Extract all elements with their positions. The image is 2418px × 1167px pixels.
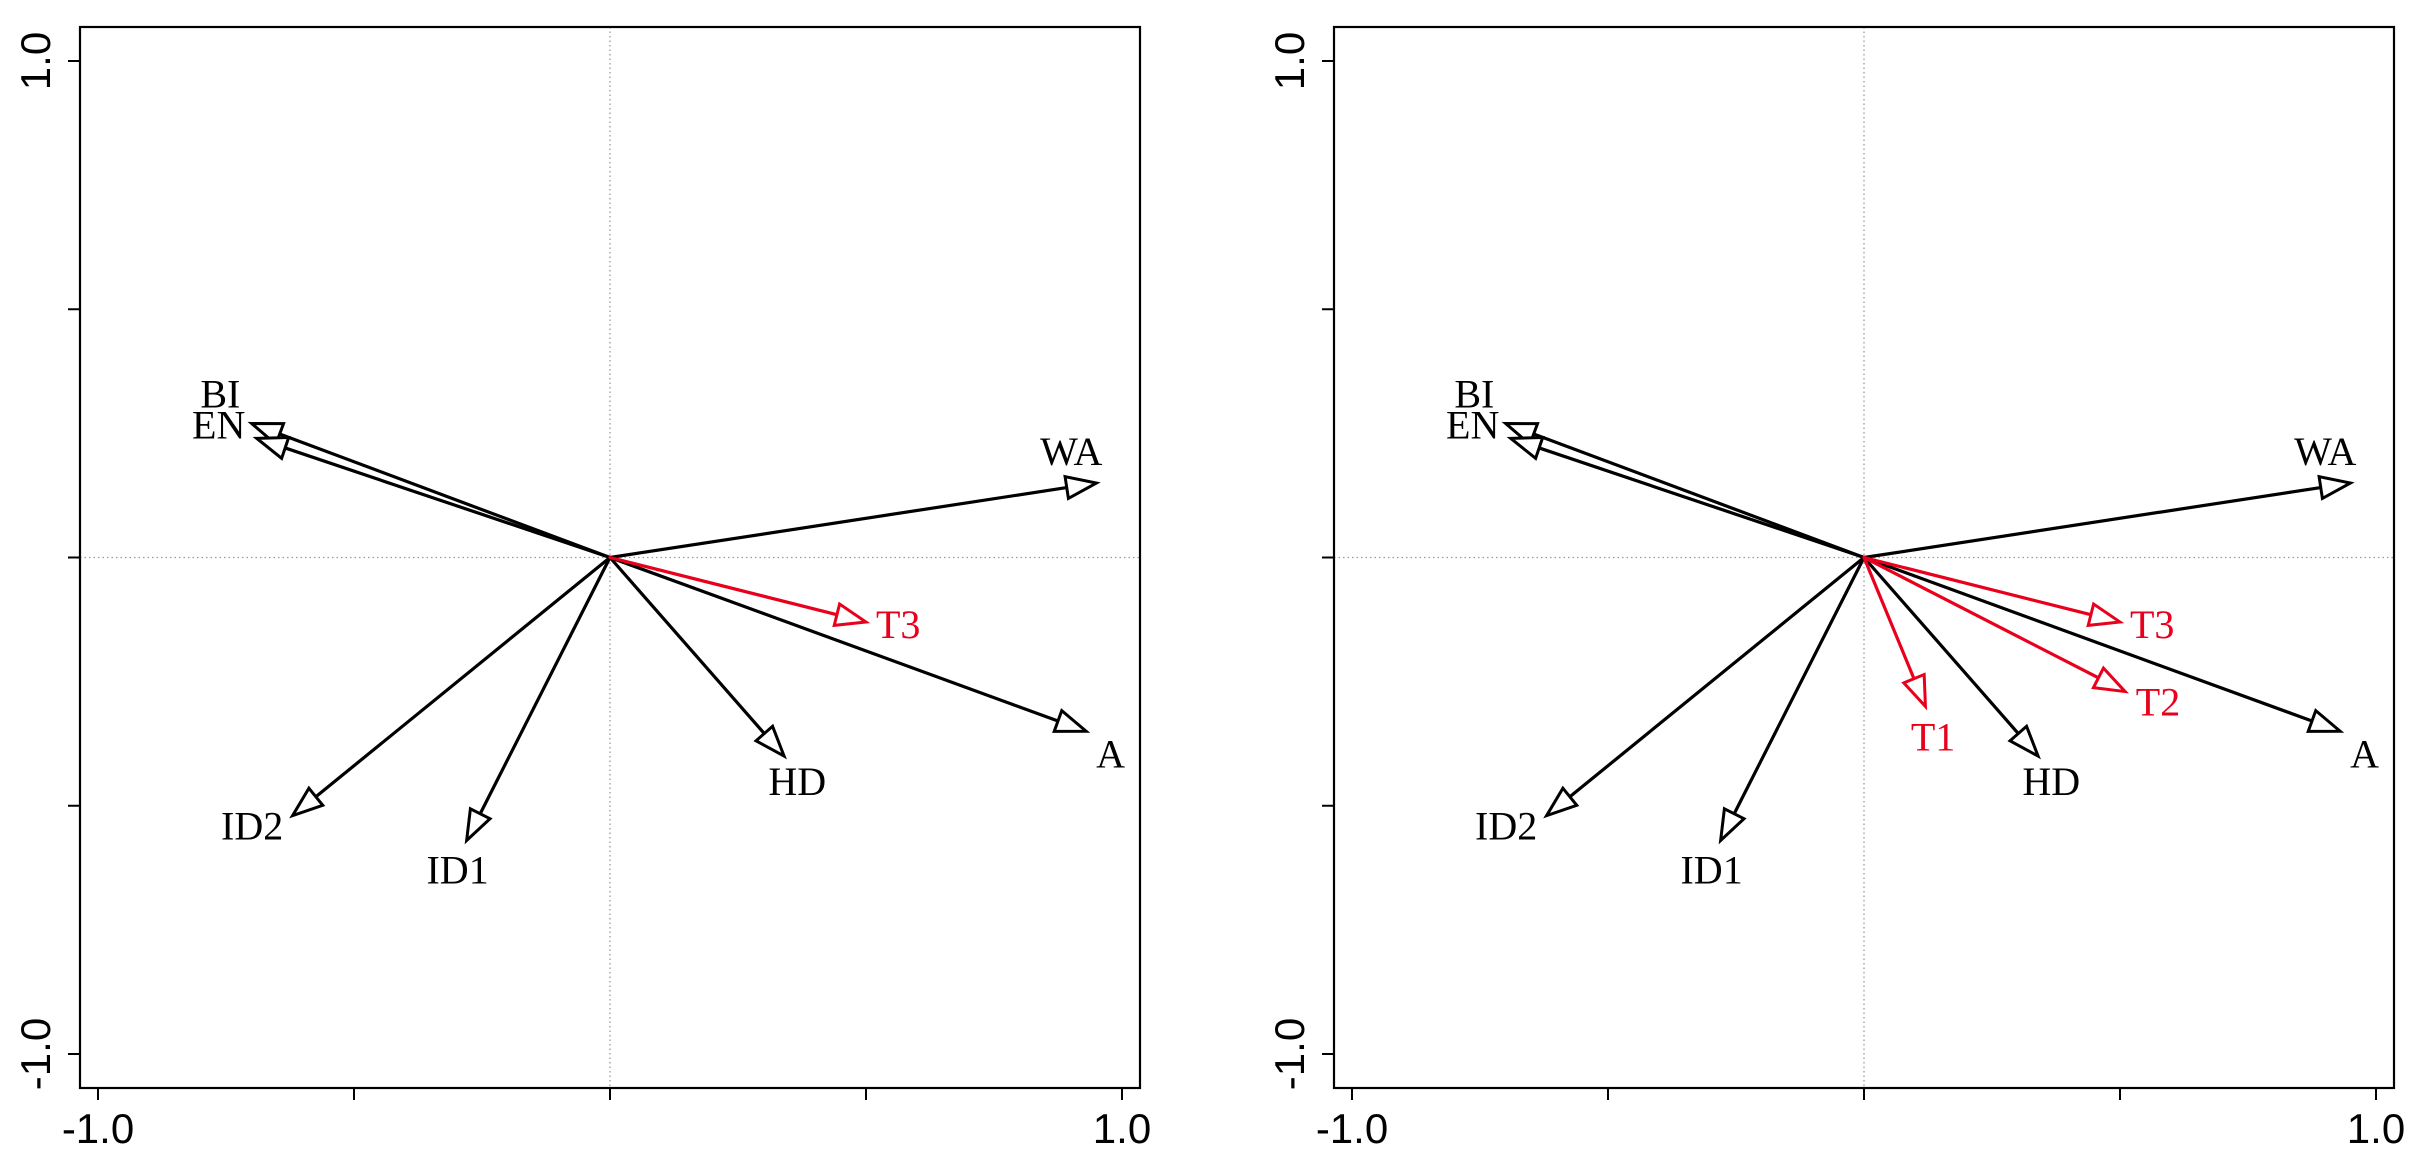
y-tick-label: 1.0 <box>1266 32 1313 90</box>
vector-en-shaft <box>283 446 612 560</box>
vector-label-en: EN <box>1446 402 1499 447</box>
vector-t1-arrowhead <box>1901 672 1928 711</box>
vector-label-t1: T1 <box>1911 714 1955 759</box>
vector-a-shaft <box>608 555 1060 723</box>
vector-id2-shaft <box>1568 555 1866 799</box>
vector-a-arrowhead <box>1052 708 1091 733</box>
y-tick-label: -1.0 <box>12 1018 59 1090</box>
vector-wa-arrowhead <box>2317 474 2355 501</box>
vector-label-hd: HD <box>768 759 826 804</box>
vector-hd-arrowhead <box>2007 723 2041 760</box>
vector-wa-shaft <box>608 485 1069 560</box>
vector-label-id2: ID2 <box>1475 804 1537 849</box>
vector-label-t3: T3 <box>876 602 920 647</box>
y-tick-label: 1.0 <box>12 32 59 90</box>
vector-t3-shaft <box>1862 555 2093 617</box>
vector-t3-arrowhead <box>2086 601 2125 628</box>
vector-id1-shaft <box>478 555 612 816</box>
vector-label-a: A <box>2350 731 2379 776</box>
x-tick-label: 1.0 <box>1093 1105 1151 1152</box>
vector-en-arrowhead <box>1506 435 1545 461</box>
vector-bi-shaft <box>1532 432 1866 560</box>
vector-t2-shaft <box>1862 555 2101 680</box>
vector-id1-arrowhead <box>1718 806 1747 845</box>
vector-id1-shaft <box>1732 555 1866 816</box>
vector-label-bi: BI <box>200 371 240 416</box>
x-tick-label: -1.0 <box>1316 1105 1388 1152</box>
x-tick-label: 1.0 <box>2347 1105 2405 1152</box>
vector-hd-shaft <box>608 555 766 736</box>
vector-a-arrowhead <box>2306 708 2345 733</box>
vector-hd-shaft <box>1862 555 2020 736</box>
vector-label-en: EN <box>192 402 245 447</box>
vector-label-id1: ID1 <box>426 847 488 892</box>
vector-hd-arrowhead <box>753 723 787 760</box>
vector-label-wa: WA <box>2294 429 2356 474</box>
vector-t3-shaft <box>608 555 839 617</box>
vector-t2-arrowhead <box>2091 665 2129 694</box>
x-tick-label: -1.0 <box>62 1105 134 1152</box>
vector-id2-arrowhead <box>289 785 326 819</box>
vector-label-bi: BI <box>1454 371 1494 416</box>
vector-t3-arrowhead <box>832 601 871 628</box>
vector-id1-arrowhead <box>464 806 493 845</box>
vector-bi-shaft <box>278 432 612 560</box>
vector-t1-shaft <box>1862 555 1916 681</box>
vector-label-wa: WA <box>1040 429 1102 474</box>
vector-id2-shaft <box>314 555 612 799</box>
vector-a-shaft <box>1862 555 2314 723</box>
vector-label-t3: T3 <box>2130 602 2174 647</box>
vector-label-id1: ID1 <box>1680 847 1742 892</box>
y-tick-label: -1.0 <box>1266 1018 1313 1090</box>
vector-label-a: A <box>1096 731 1125 776</box>
vector-label-t2: T2 <box>2136 680 2180 725</box>
vector-wa-arrowhead <box>1063 474 1101 501</box>
vector-en-shaft <box>1537 446 1866 560</box>
vector-en-arrowhead <box>252 435 291 461</box>
vector-label-hd: HD <box>2022 759 2080 804</box>
vector-id2-arrowhead <box>1543 785 1580 819</box>
vector-label-id2: ID2 <box>221 804 283 849</box>
vector-wa-shaft <box>1862 485 2323 560</box>
